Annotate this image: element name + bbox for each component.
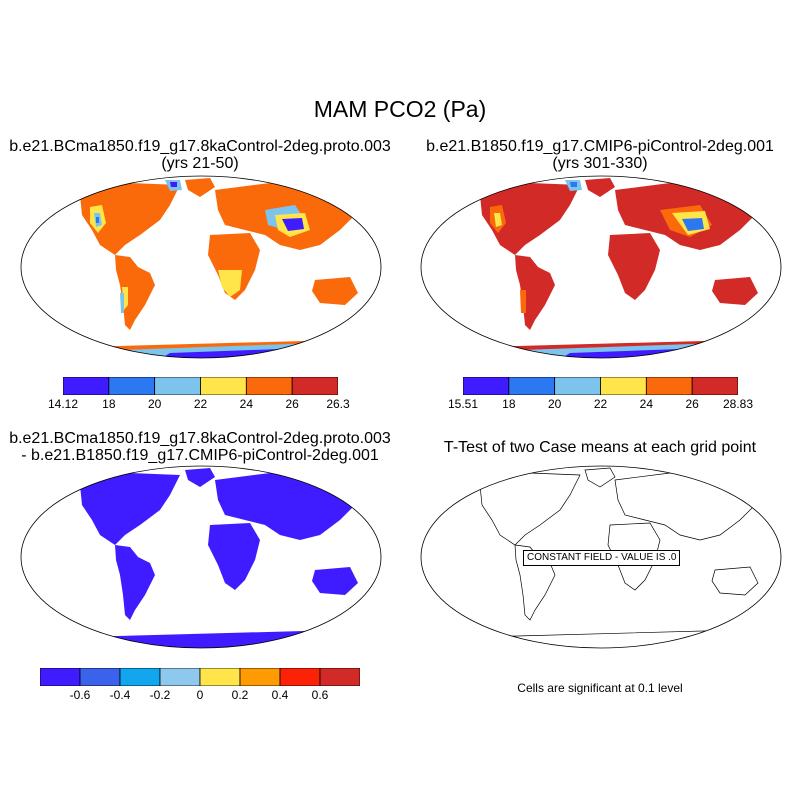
colorbar-tick-label: 28.83: [722, 397, 754, 411]
panel1-title-line2: (yrs 21-50): [161, 155, 239, 172]
panel3-title-line1: b.e21.BCma1850.f19_g17.8kaControl-2deg.p…: [9, 430, 391, 447]
colorbar-tick-label: -0.6: [69, 688, 91, 702]
colorbar-tick-label: 18: [102, 397, 116, 411]
colorbar-tick-label: 0.2: [231, 688, 249, 702]
colorbar-swatch: [108, 377, 156, 395]
panel4-title: T-Test of two Case means at each grid po…: [443, 439, 757, 456]
colorbar-tick-label: -0.2: [149, 688, 171, 702]
colorbar-tick-label: 15.51: [447, 397, 479, 411]
panel2-title-line1: b.e21.B1850.f19_g17.CMIP6-piControl-2deg…: [426, 138, 774, 155]
colorbar-tick-label: 20: [147, 397, 162, 411]
colorbar-swatch: [291, 377, 338, 395]
colorbar-tick-label: 0: [196, 688, 204, 702]
colorbar-difference-labels: -0.6 -0.4 -0.2 0 0.2 0.4 0.6: [40, 688, 360, 704]
colorbar-swatch: [154, 377, 201, 395]
colorbar-tick-label: 0.6: [311, 688, 329, 702]
colorbar-tick-label: -0.4: [109, 688, 131, 702]
colorbar-case2-labels: 15.51 18 20 22 24 26 28.83: [448, 397, 753, 413]
panel2-title-line2: (yrs 301-330): [552, 155, 648, 172]
colorbar-swatch: [600, 377, 647, 395]
colorbar-swatch: [645, 377, 693, 395]
colorbar-tick-label: 14.12: [47, 397, 79, 411]
colorbar-swatch: [159, 668, 201, 686]
colorbar-case1-labels: 14.12 18 20 22 24 26 26.3: [48, 397, 350, 413]
colorbar-tick-label: 24: [639, 397, 654, 411]
colorbar-swatch: [691, 377, 738, 395]
colorbar-tick-label: 18: [502, 397, 516, 411]
colorbar-tick-label: 26: [685, 397, 699, 411]
colorbar-difference: [40, 668, 360, 686]
figure-title: MAM PCO2 (Pa): [313, 96, 487, 122]
colorbar-tick-label: 26.3: [326, 397, 350, 411]
colorbar-swatch: [463, 377, 510, 395]
panel1-title-line1: b.e21.BCma1850.f19_g17.8kaControl-2deg.p…: [9, 138, 391, 155]
colorbar-case1: [63, 377, 338, 395]
colorbar-swatch: [554, 377, 601, 395]
map-case2: [420, 175, 782, 359]
colorbar-tick-label: 20: [547, 397, 562, 411]
panel3-title-line2: - b.e21.B1850.f19_g17.CMIP6-piControl-2d…: [21, 447, 379, 464]
map-difference: [20, 465, 382, 649]
colorbar-swatch: [79, 668, 121, 686]
map-ttest: [420, 465, 782, 649]
colorbar-swatch: [245, 377, 293, 395]
colorbar-tick-label: 26: [285, 397, 299, 411]
colorbar-tick-label: 0.4: [271, 688, 289, 702]
colorbar-swatch: [199, 668, 241, 686]
colorbar-swatch: [279, 668, 321, 686]
colorbar-case2: [463, 377, 738, 395]
colorbar-swatch: [119, 668, 161, 686]
colorbar-tick-label: 22: [193, 397, 208, 411]
colorbar-tick-label: 22: [593, 397, 608, 411]
map-case1: [20, 175, 382, 359]
constant-field-label: CONSTANT FIELD - VALUE IS .0: [523, 550, 681, 566]
colorbar-swatch: [508, 377, 556, 395]
colorbar-tick-label: 24: [239, 397, 254, 411]
colorbar-swatch: [239, 668, 281, 686]
colorbar-swatch: [319, 668, 360, 686]
significance-note: Cells are significant at 0.1 level: [517, 681, 683, 695]
colorbar-swatch: [40, 668, 81, 686]
colorbar-swatch: [200, 377, 247, 395]
colorbar-swatch: [63, 377, 110, 395]
